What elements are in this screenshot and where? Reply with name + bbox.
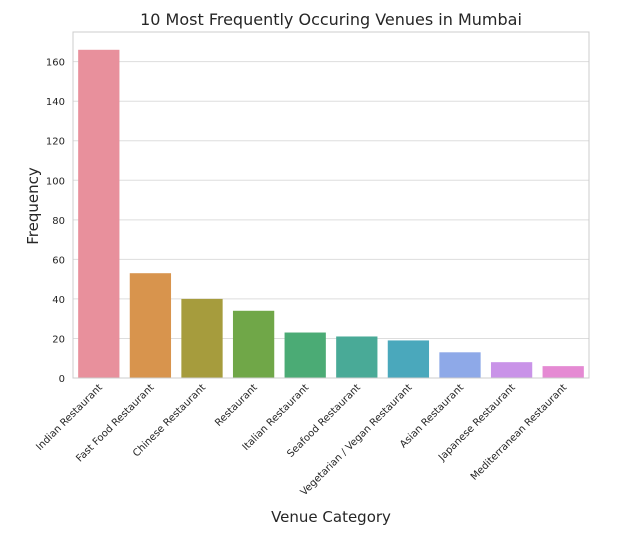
y-tick-label: 40 <box>52 295 65 306</box>
y-tick-label: 80 <box>52 216 65 227</box>
y-tick-label: 20 <box>52 334 65 345</box>
y-tick-label: 60 <box>52 255 65 266</box>
bar-restaurant <box>232 310 275 378</box>
y-tick-label: 120 <box>46 137 65 148</box>
bar-japanese-restaurant <box>490 362 533 378</box>
bar-italian-restaurant <box>284 332 326 378</box>
bar-fast-food-restaurant <box>129 273 172 378</box>
bar-vegetarian-vegan-restaurant <box>387 340 430 378</box>
y-tick-label: 100 <box>46 176 65 187</box>
bar-indian-restaurant <box>78 49 120 379</box>
y-tick-label: 0 <box>59 374 65 385</box>
x-tick-label: Restaurant <box>213 382 260 429</box>
plot-frame <box>72 31 590 379</box>
bar-mediterranean-restaurant <box>542 366 584 378</box>
bar-seafood-restaurant <box>336 336 378 378</box>
bars <box>78 49 584 379</box>
y-tick-label: 140 <box>46 97 65 108</box>
bar-chinese-restaurant <box>181 298 223 378</box>
x-axis-label: Venue Category <box>271 508 391 526</box>
chart-title: 10 Most Frequently Occuring Venues in Mu… <box>140 10 522 29</box>
y-axis-label: Frequency <box>24 167 42 245</box>
bar-asian-restaurant <box>439 352 481 378</box>
y-tick-label: 160 <box>46 58 65 69</box>
x-tick-label: Mediterranean Restaurant <box>469 382 569 482</box>
x-tick-label: Vegetarian / Vegan Restaurant <box>299 382 415 498</box>
y-tick-labels: 0 20 40 60 80 100 120 140 160 <box>46 58 65 385</box>
